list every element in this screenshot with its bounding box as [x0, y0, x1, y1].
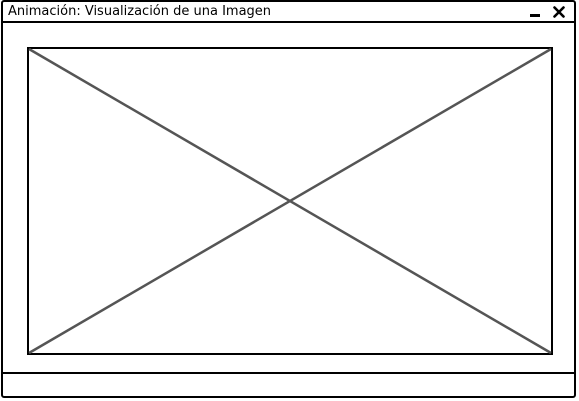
close-icon: [553, 5, 565, 18]
minimize-button[interactable]: [526, 2, 544, 21]
minimize-icon: [530, 13, 540, 17]
image-placeholder-icon: [27, 47, 553, 355]
image-placeholder: [27, 47, 553, 355]
title-bar[interactable]: Animación: Visualización de una Imagen: [3, 2, 574, 23]
window-title: Animación: Visualización de una Imagen: [8, 4, 272, 19]
status-bar: [3, 372, 574, 396]
close-button[interactable]: [550, 2, 568, 21]
